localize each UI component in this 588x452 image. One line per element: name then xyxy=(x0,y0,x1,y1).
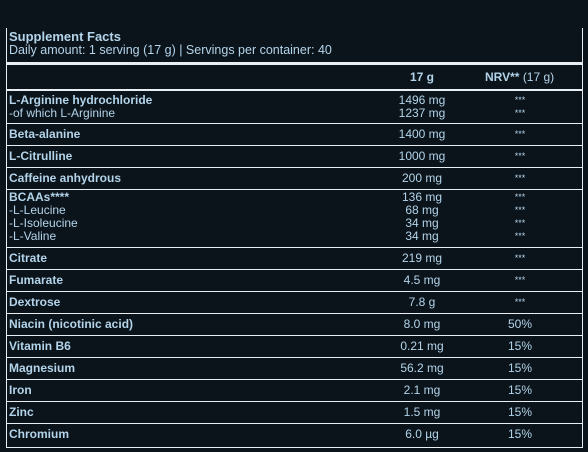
nrv-basis: (17 g) xyxy=(522,70,555,84)
nutrient-name: Vitamin B6 xyxy=(9,338,71,353)
nrv: 15% xyxy=(507,338,533,353)
nrv: 15% xyxy=(507,404,533,419)
row-divider xyxy=(6,401,582,402)
amount: 200 mg xyxy=(401,170,443,185)
subtitle: Daily amount: 1 serving (17 g) | Serving… xyxy=(9,43,332,57)
nutrient-name: -L-Leucine xyxy=(9,203,66,217)
amount: 1000 mg xyxy=(398,148,446,163)
amount: 7.8 g xyxy=(408,294,436,309)
nrv: *** xyxy=(514,128,526,139)
row-divider xyxy=(6,123,582,124)
row-divider xyxy=(6,335,582,336)
nrv: *** xyxy=(514,274,526,285)
amount: 8.0 mg xyxy=(403,316,441,331)
amount: 56.2 mg xyxy=(400,360,444,375)
amount: 1496 mg xyxy=(398,92,446,107)
nrv: *** xyxy=(514,218,526,228)
nrv-label: NRV** xyxy=(485,70,520,84)
nrv: 15% xyxy=(507,360,533,375)
nutrient-name: Dextrose xyxy=(9,294,61,309)
title: Supplement Facts xyxy=(9,29,121,44)
amount: 136 mg xyxy=(401,190,443,204)
nrv: *** xyxy=(514,296,526,307)
nrv: *** xyxy=(514,150,526,161)
nutrient-name: -L-Isoleucine xyxy=(9,216,78,230)
nrv: *** xyxy=(514,252,526,263)
nutrient-name: -L-Valine xyxy=(9,229,57,243)
nrv: 15% xyxy=(507,382,533,397)
nutrient-name: Zinc xyxy=(9,404,34,419)
nrv: *** xyxy=(514,107,526,118)
frame xyxy=(6,28,583,448)
nutrient-name: Beta-alanine xyxy=(9,126,81,141)
nrv: *** xyxy=(514,94,526,105)
nutrient-name: Magnesium xyxy=(9,360,76,375)
nutrient-name: Caffeine anhydrous xyxy=(9,170,122,185)
nrv: 15% xyxy=(507,426,533,441)
divider xyxy=(6,89,582,91)
row-divider xyxy=(6,145,582,146)
nutrient-name: L-Arginine hydrochloride xyxy=(9,92,153,107)
nrv: *** xyxy=(514,231,526,241)
nutrient-name: Niacin (nicotinic acid) xyxy=(9,316,134,331)
amount: 6.0 µg xyxy=(405,426,439,441)
nutrient-name: Citrate xyxy=(9,250,48,265)
amount: 1.5 mg xyxy=(403,404,441,419)
row-divider xyxy=(6,423,582,424)
amount: 0.21 mg xyxy=(400,338,444,353)
amount: 4.5 mg xyxy=(403,272,441,287)
amount: 219 mg xyxy=(401,250,443,265)
amount-header: 17 g xyxy=(409,70,434,84)
amount: 1237 mg xyxy=(398,105,446,120)
nutrient-name: L-Citrulline xyxy=(9,148,73,163)
nutrient-name: Iron xyxy=(9,382,32,397)
row-divider xyxy=(6,379,582,380)
row-divider xyxy=(6,167,582,168)
amount: 68 mg xyxy=(405,203,439,217)
divider xyxy=(6,62,582,65)
row-divider xyxy=(6,247,582,248)
nrv: *** xyxy=(514,172,526,183)
nrv-header: NRV** (17 g) xyxy=(485,71,554,84)
row-divider xyxy=(6,357,582,358)
nrv: 50% xyxy=(507,316,533,331)
nutrient-name: BCAAs**** xyxy=(9,190,70,204)
amount: 34 mg xyxy=(405,229,439,243)
amount: 2.1 mg xyxy=(403,382,441,397)
row-divider xyxy=(6,189,582,190)
amount: 1400 mg xyxy=(398,126,446,141)
nutrient-name: -of which L-Arginine xyxy=(9,105,116,120)
nutrient-name: Chromium xyxy=(9,426,69,441)
row-divider xyxy=(6,313,582,314)
row-divider xyxy=(6,269,582,270)
nrv: *** xyxy=(514,192,526,202)
amount: 34 mg xyxy=(405,216,439,230)
row-divider xyxy=(6,291,582,292)
nrv: *** xyxy=(514,205,526,215)
nutrient-name: Fumarate xyxy=(9,272,64,287)
